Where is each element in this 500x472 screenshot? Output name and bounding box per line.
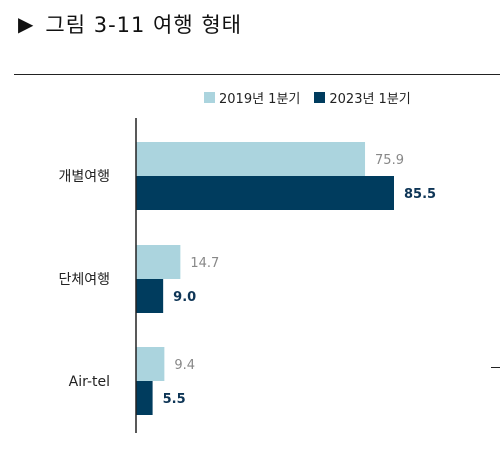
value-label-2019-2: 9.4 [174,358,195,373]
edge-tick-mark [491,367,500,368]
bar-2019-0 [136,142,366,176]
category-label-2: Air-tel [69,374,110,390]
value-label-2023-0: 85.5 [404,187,436,202]
bar-2019-1 [136,245,181,279]
value-label-2023-1: 9.0 [173,290,196,305]
legend-item-2023: 2023년 1분기 [314,88,411,107]
legend-label-2019: 2019년 1분기 [219,92,301,107]
legend-swatch-2023 [314,92,326,103]
bar-2023-2 [136,381,153,415]
title-divider [14,74,500,75]
value-label-2019-0: 75.9 [375,153,404,168]
chart-legend: 2019년 1분기 2023년 1분기 [204,88,425,107]
bar-2019-2 [136,347,165,381]
bar-2023-1 [136,279,164,313]
legend-item-2019: 2019년 1분기 [204,88,300,107]
category-label-0: 개별여행 [58,169,110,185]
legend-swatch-2019 [204,92,215,103]
bar-2023-0 [136,176,394,210]
value-label-2023-2: 5.5 [163,392,186,407]
category-label-1: 단체여행 [58,272,110,288]
value-label-2019-1: 14.7 [190,256,219,271]
figure-title-text: 그림 3-11 여행 형태 [45,13,242,37]
figure-title: ▶ 그림 3-11 여행 형태 [18,8,242,40]
legend-label-2023: 2023년 1분기 [329,92,411,107]
play-marker-icon: ▶ [18,12,34,36]
